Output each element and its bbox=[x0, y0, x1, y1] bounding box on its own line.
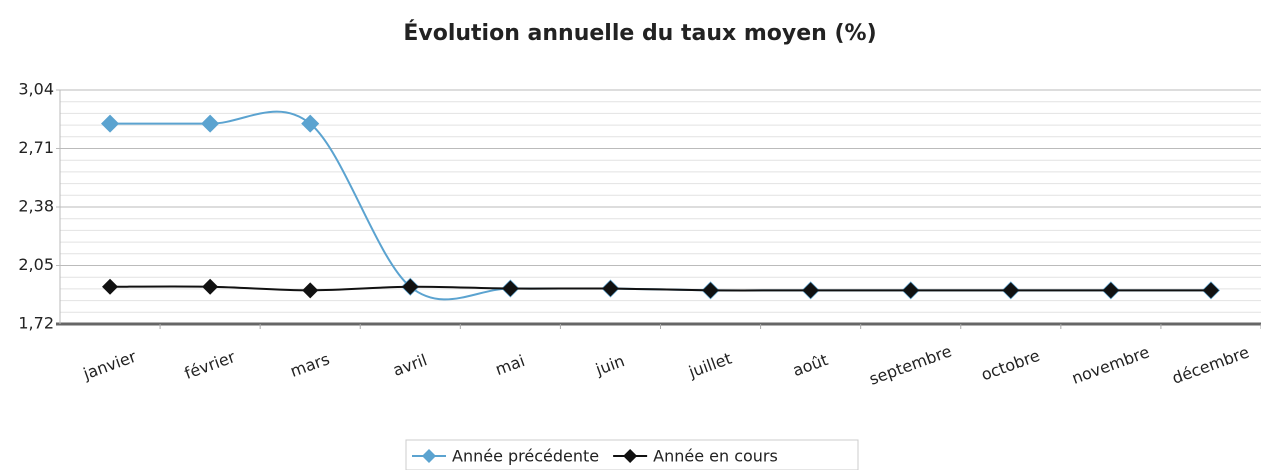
y-tick-label: 2,38 bbox=[18, 197, 54, 216]
legend-marker bbox=[623, 449, 638, 463]
x-tick-label: janvier bbox=[80, 347, 139, 384]
y-tick-label: 2,71 bbox=[18, 138, 54, 157]
marker bbox=[502, 280, 519, 297]
marker bbox=[102, 278, 119, 295]
y-tick-label: 1,72 bbox=[18, 314, 54, 333]
marker bbox=[402, 278, 419, 295]
legend-label: Année en cours bbox=[653, 447, 778, 466]
y-tick-label: 2,05 bbox=[18, 255, 54, 274]
x-tick-label: février bbox=[182, 347, 238, 383]
x-tick-label: mars bbox=[288, 349, 332, 381]
marker bbox=[302, 282, 319, 299]
chart-title: Évolution annuelle du taux moyen (%) bbox=[403, 20, 876, 46]
marker bbox=[1102, 282, 1119, 299]
x-tick-label: décembre bbox=[1170, 342, 1252, 387]
marker bbox=[702, 282, 719, 299]
marker bbox=[902, 282, 919, 299]
legend-box bbox=[405, 439, 859, 470]
x-tick-label: mai bbox=[493, 351, 528, 379]
y-tick-label: 3,04 bbox=[18, 80, 54, 99]
x-tick-label: juillet bbox=[685, 349, 734, 382]
x-tick-label: octobre bbox=[979, 346, 1043, 385]
marker bbox=[1202, 282, 1219, 299]
legend-marker bbox=[422, 449, 436, 463]
marker bbox=[101, 114, 120, 133]
marker bbox=[202, 278, 219, 295]
marker bbox=[802, 282, 819, 299]
x-tick-label: juin bbox=[592, 351, 627, 379]
marker bbox=[301, 114, 320, 133]
x-tick-label: novembre bbox=[1069, 342, 1152, 388]
legend-label: Année précédente bbox=[452, 447, 599, 466]
series-line bbox=[110, 285, 1211, 292]
x-tick-label: avril bbox=[390, 350, 429, 380]
series-line bbox=[110, 110, 1211, 301]
x-tick-label: août bbox=[790, 350, 830, 380]
marker bbox=[1002, 282, 1019, 299]
marker bbox=[201, 114, 220, 133]
marker bbox=[602, 280, 619, 297]
legend: Année précédente Année en cours bbox=[405, 439, 859, 470]
x-tick-label: septembre bbox=[867, 341, 955, 388]
